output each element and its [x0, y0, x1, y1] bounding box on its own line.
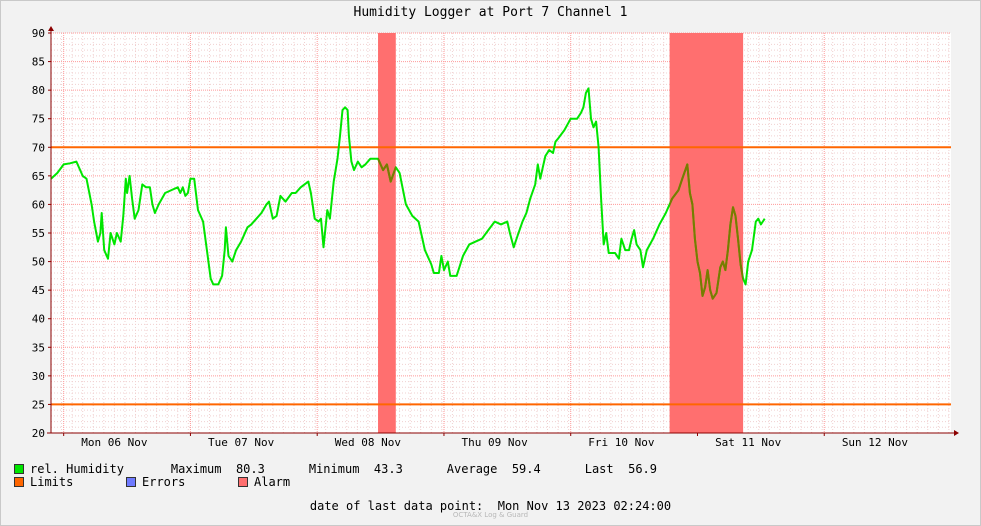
legend-label-series: rel. Humidity	[30, 462, 124, 476]
x-tick-label: Sat 11 Nov	[715, 436, 782, 449]
y-tick-label: 75	[32, 113, 45, 126]
last-data-point-label: date of last data point:	[309, 499, 484, 513]
legend-swatch-errors	[126, 477, 136, 487]
x-axis-arrow	[954, 430, 959, 436]
x-tick-label: Sun 12 Nov	[842, 436, 909, 449]
y-tick-label: 50	[32, 256, 45, 269]
x-tick-label: Fri 10 Nov	[588, 436, 655, 449]
legend-swatch-series	[14, 464, 24, 474]
legend-max-value: 80.3	[235, 462, 265, 476]
y-tick-label: 30	[32, 370, 45, 383]
legend-item-alarm: Alarm	[238, 475, 290, 489]
x-tick-label: Mon 06 Nov	[81, 436, 148, 449]
x-tick-label: Tue 07 Nov	[208, 436, 275, 449]
chart-svg: 20 25 30 35 40 45 50 55 60 65 70 75 80 85 90 Mon 06 Nov…	[32, 26, 959, 449]
y-tick-label: 80	[32, 84, 45, 97]
legend-label-alarm: Alarm	[254, 475, 291, 489]
x-tick-label: Thu 09 Nov	[462, 436, 529, 449]
legend-label-limits: Limits	[30, 475, 74, 489]
legend-row-keys: Limits Errors Alarm	[14, 475, 290, 489]
legend-min-value: 43.3	[373, 462, 403, 476]
last-data-point: date of last data point: Mon Nov 13 2023…	[0, 499, 981, 513]
legend-min-label: Minimum	[308, 462, 360, 476]
legend-avg-value: 59.4	[511, 462, 541, 476]
alarm-band	[378, 33, 396, 433]
y-tick-label: 55	[32, 227, 45, 240]
legend-swatch-limits	[14, 477, 24, 487]
legend-label-errors: Errors	[142, 475, 186, 489]
chart-title: Humidity Logger at Port 7 Channel 1	[353, 5, 628, 20]
y-tick-label: 45	[32, 284, 45, 297]
legend-last-value: 56.9	[628, 462, 657, 476]
legend-last-label: Last	[584, 462, 614, 476]
legend-max-label: Maximum	[170, 462, 222, 476]
legend-row-stats: rel. Humidity Maximum 80.3 Minimum 43.3 …	[14, 462, 657, 476]
legend-item-limits: Limits	[14, 475, 126, 489]
alarm-band	[669, 33, 744, 433]
x-tick-label: Wed 08 Nov	[335, 436, 402, 449]
legend-swatch-alarm	[238, 477, 248, 487]
y-tick-label: 65	[32, 170, 45, 183]
y-tick-label: 85	[32, 56, 45, 69]
y-tick-label: 70	[32, 141, 45, 154]
y-tick-label: 35	[32, 341, 45, 354]
legend-avg-label: Average	[446, 462, 498, 476]
watermark: OCTA&X Log & Guard	[452, 511, 529, 519]
y-tick-label: 40	[32, 313, 45, 326]
series-line	[50, 87, 766, 300]
last-data-point-value: Mon Nov 13 2023 02:24:00	[497, 499, 672, 513]
legend-item-errors: Errors	[126, 475, 238, 489]
y-axis-arrow	[48, 26, 54, 31]
y-tick-label: 25	[32, 398, 45, 411]
y-tick-label: 90	[32, 27, 45, 40]
y-tick-label: 60	[32, 198, 45, 211]
y-tick-label: 20	[32, 427, 45, 440]
legend-item-series: rel. Humidity	[14, 462, 124, 476]
